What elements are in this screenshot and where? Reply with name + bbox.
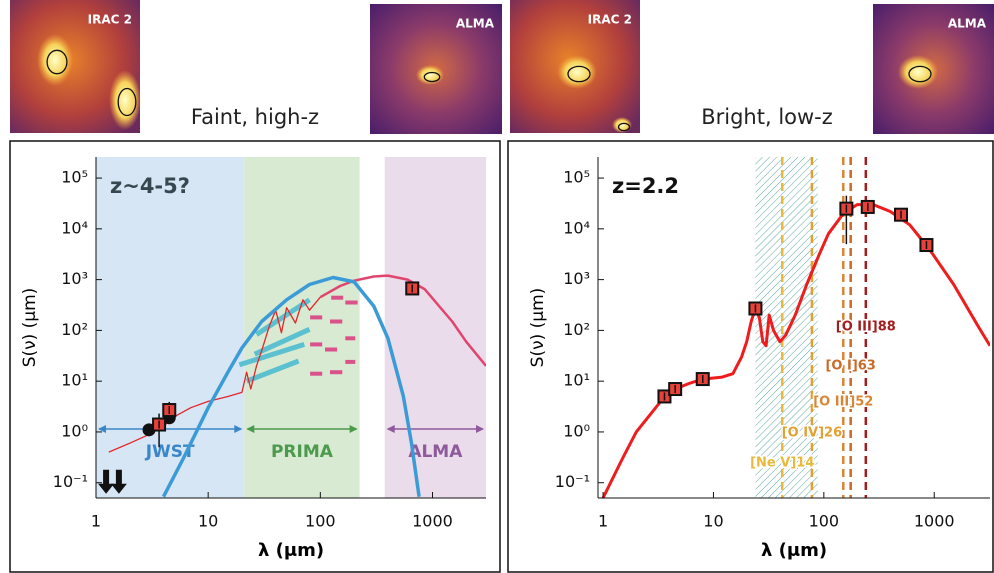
line-label: [O IV]26: [782, 426, 842, 441]
y-tick-label: 10⁰: [563, 421, 590, 440]
contour: [423, 71, 441, 83]
band: [384, 157, 486, 498]
y-tick-label: 10⁻¹: [555, 472, 590, 491]
x-tick-label: 1: [598, 512, 608, 531]
line-label: [O III]52: [813, 395, 873, 410]
annotation: z=2.2: [612, 174, 679, 198]
x-tick-label: 1: [91, 512, 101, 531]
spectrum-segment: [245, 358, 300, 384]
thumbnail-label: IRAC 2: [88, 13, 132, 27]
x-tick-label: 100: [305, 512, 336, 531]
source-blob: [612, 117, 632, 133]
plot-area: [601, 157, 990, 498]
y-tick-label: 10¹: [61, 371, 88, 390]
y-tick-label: 10³: [61, 269, 88, 288]
y-axis-label: S(ν) (μm): [20, 288, 40, 368]
x-axis-label: λ (μm): [258, 540, 324, 561]
x-tick-label: 10: [198, 512, 218, 531]
x-tick-label: 1000: [412, 512, 453, 531]
contour: [617, 122, 631, 132]
line-label: [O III]88: [836, 320, 896, 335]
y-tick-label: 10³: [563, 269, 590, 288]
band-label: PRIMA: [271, 442, 334, 462]
panel-title: Bright, low-z: [701, 105, 833, 129]
annotation: z~4-5?: [110, 174, 190, 198]
shaded-region: [755, 157, 818, 498]
line-label: [Ne V]14: [750, 456, 814, 471]
x-tick-label: 1000: [914, 512, 955, 531]
contour: [46, 49, 68, 75]
y-tick-label: 10²: [61, 320, 88, 339]
panel-frame: [507, 140, 994, 573]
thumbnail-label: ALMA: [456, 17, 495, 31]
source-blob: [37, 34, 73, 86]
thumbnail-label: ALMA: [948, 17, 987, 31]
plot-area: JWST PRIMA ALMA: [96, 157, 486, 498]
band: [96, 157, 245, 498]
y-tick-label: 10²: [563, 320, 590, 339]
source-blob: [557, 55, 597, 89]
y-tick-label: 10⁴: [563, 218, 590, 237]
y-tick-label: 10⁵: [563, 168, 590, 187]
y-tick-label: 10¹: [563, 371, 590, 390]
sed-curve: [319, 274, 486, 367]
source-blob: [109, 70, 141, 130]
line-label: [O I]63: [825, 359, 875, 374]
y-tick-label: 10⁻¹: [53, 472, 88, 491]
upper-limit: [98, 469, 115, 494]
band-label: ALMA: [408, 442, 463, 462]
spectrum-segment: [253, 327, 311, 357]
x-tick-label: 100: [809, 512, 840, 531]
upper-limit: [110, 469, 127, 494]
x-axis-label: λ (μm): [761, 540, 827, 561]
contour: [567, 65, 591, 83]
panel-frame: [9, 140, 501, 573]
y-tick-label: 10⁰: [61, 421, 88, 440]
y-tick-label: 10⁴: [61, 218, 88, 237]
y-tick-label: 10⁵: [61, 168, 88, 187]
spectrum-segment: [238, 342, 306, 368]
source-blob: [898, 55, 938, 89]
contour: [908, 65, 932, 83]
thumbnail-label: IRAC 2: [588, 13, 632, 27]
contour: [117, 87, 137, 117]
sed-curve: [161, 275, 421, 498]
x-tick-label: 10: [703, 512, 723, 531]
panel-title: Faint, high-z: [191, 105, 319, 129]
y-axis-label: S(ν) (μm): [528, 288, 548, 368]
